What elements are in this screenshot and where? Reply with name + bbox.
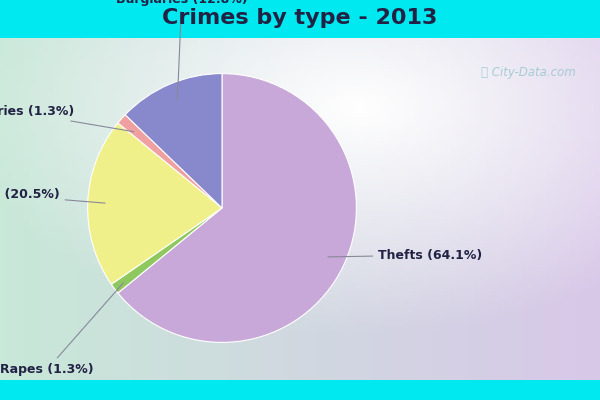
Text: ⓘ City-Data.com: ⓘ City-Data.com <box>481 66 575 79</box>
Text: Burglaries (12.8%): Burglaries (12.8%) <box>116 0 247 100</box>
Text: Crimes by type - 2013: Crimes by type - 2013 <box>163 8 437 28</box>
Wedge shape <box>112 208 222 293</box>
Text: Assaults (20.5%): Assaults (20.5%) <box>0 188 105 203</box>
Text: Thefts (64.1%): Thefts (64.1%) <box>328 248 482 262</box>
Wedge shape <box>118 115 222 208</box>
Wedge shape <box>88 123 222 284</box>
Wedge shape <box>125 74 222 208</box>
Text: Rapes (1.3%): Rapes (1.3%) <box>1 283 124 376</box>
Text: Robberies (1.3%): Robberies (1.3%) <box>0 105 134 132</box>
Wedge shape <box>118 74 356 342</box>
